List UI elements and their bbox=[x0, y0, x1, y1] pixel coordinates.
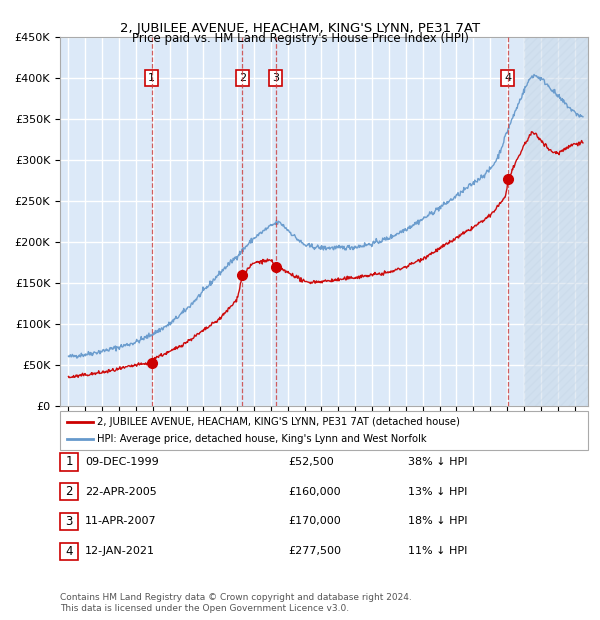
Text: 13% ↓ HPI: 13% ↓ HPI bbox=[408, 487, 467, 497]
Text: 22-APR-2005: 22-APR-2005 bbox=[85, 487, 157, 497]
Text: £52,500: £52,500 bbox=[288, 457, 334, 467]
Text: 09-DEC-1999: 09-DEC-1999 bbox=[85, 457, 159, 467]
Text: 11% ↓ HPI: 11% ↓ HPI bbox=[408, 546, 467, 556]
Text: 1: 1 bbox=[65, 456, 73, 468]
Text: 2, JUBILEE AVENUE, HEACHAM, KING'S LYNN, PE31 7AT: 2, JUBILEE AVENUE, HEACHAM, KING'S LYNN,… bbox=[120, 22, 480, 35]
Text: 1: 1 bbox=[148, 73, 155, 83]
Text: 3: 3 bbox=[65, 515, 73, 528]
Text: 38% ↓ HPI: 38% ↓ HPI bbox=[408, 457, 467, 467]
Text: Price paid vs. HM Land Registry's House Price Index (HPI): Price paid vs. HM Land Registry's House … bbox=[131, 32, 469, 45]
Text: 2: 2 bbox=[239, 73, 246, 83]
Text: £277,500: £277,500 bbox=[288, 546, 341, 556]
Text: 12-JAN-2021: 12-JAN-2021 bbox=[85, 546, 155, 556]
Text: 4: 4 bbox=[65, 545, 73, 557]
Text: HPI: Average price, detached house, King's Lynn and West Norfolk: HPI: Average price, detached house, King… bbox=[97, 434, 427, 444]
Text: £160,000: £160,000 bbox=[288, 487, 341, 497]
Text: 3: 3 bbox=[272, 73, 279, 83]
Text: 2, JUBILEE AVENUE, HEACHAM, KING'S LYNN, PE31 7AT (detached house): 2, JUBILEE AVENUE, HEACHAM, KING'S LYNN,… bbox=[97, 417, 460, 427]
Text: £170,000: £170,000 bbox=[288, 516, 341, 526]
Text: Contains HM Land Registry data © Crown copyright and database right 2024.
This d: Contains HM Land Registry data © Crown c… bbox=[60, 593, 412, 613]
Text: 11-APR-2007: 11-APR-2007 bbox=[85, 516, 157, 526]
Bar bbox=[524, 37, 588, 406]
Text: 18% ↓ HPI: 18% ↓ HPI bbox=[408, 516, 467, 526]
Text: 4: 4 bbox=[504, 73, 511, 83]
Bar bbox=[524, 37, 588, 406]
Text: 2: 2 bbox=[65, 485, 73, 498]
